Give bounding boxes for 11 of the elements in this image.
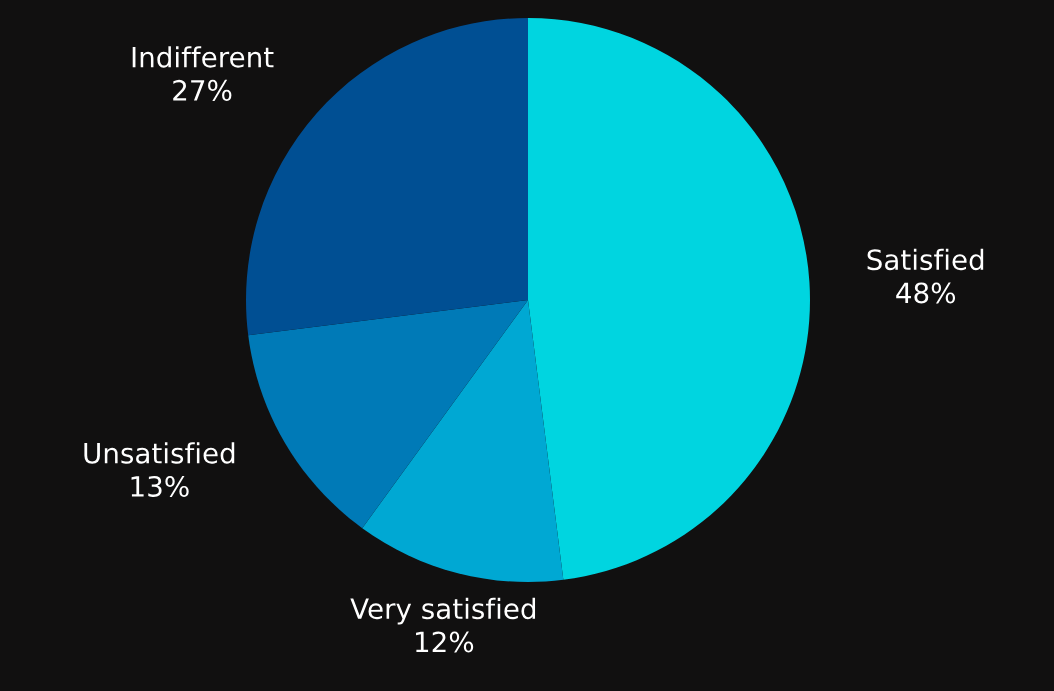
slice-label: Satisfied <box>867 248 984 271</box>
pie-slice <box>528 18 810 580</box>
pie-slice <box>362 300 564 582</box>
slice-label: Very satisfied <box>350 597 536 625</box>
slice-label: Indifferent <box>132 46 274 68</box>
data-label: 27% <box>173 79 232 101</box>
data-label: 13% <box>131 475 189 497</box>
slice-label: Unsatisfied <box>84 442 235 464</box>
data-label: 12% <box>416 631 474 653</box>
pie-slice <box>248 300 528 529</box>
data-label: 48% <box>896 282 956 304</box>
